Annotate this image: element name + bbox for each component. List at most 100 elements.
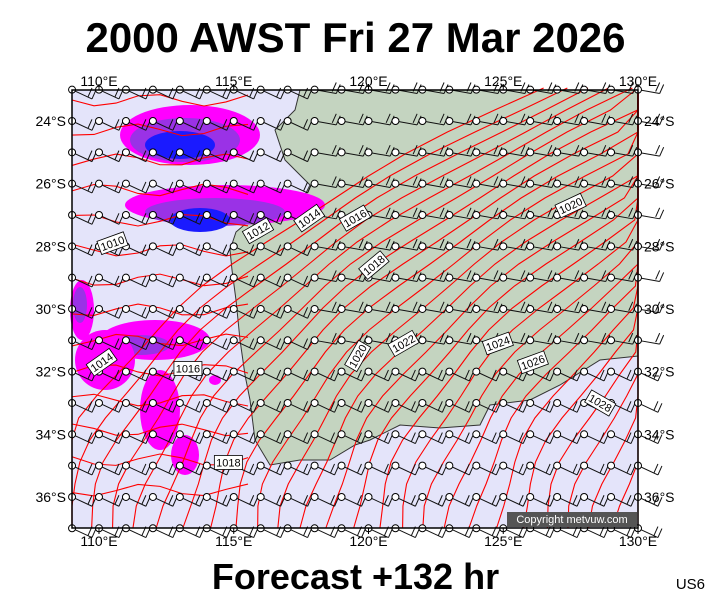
wind-station <box>148 148 178 163</box>
wind-barb <box>172 528 178 538</box>
station-circle <box>95 430 103 439</box>
wind-barb <box>601 144 607 155</box>
wind-barb <box>249 275 255 286</box>
wind-station <box>337 176 368 188</box>
station-circle <box>337 492 346 501</box>
station-circle <box>607 430 616 439</box>
wind-barb <box>172 497 178 507</box>
wind-barb <box>253 465 259 476</box>
station-circle <box>418 398 427 407</box>
wind-barb <box>361 497 366 507</box>
wind-barb <box>303 432 309 442</box>
wind-station <box>202 461 232 476</box>
wind-station <box>553 430 582 445</box>
station-circle <box>337 117 346 125</box>
wind-barb <box>383 369 389 380</box>
wind-barb <box>91 528 97 538</box>
wind-barb <box>307 465 313 476</box>
wind-barb <box>303 181 309 192</box>
wind-barb <box>628 207 634 218</box>
wind-barb <box>276 432 282 442</box>
wind-barb <box>439 270 445 280</box>
wind-station <box>472 270 503 282</box>
wind-station <box>95 304 124 319</box>
station-circle <box>607 210 616 219</box>
wind-barb <box>195 463 201 474</box>
wind-barb <box>280 371 286 382</box>
wind-barb <box>280 528 286 538</box>
station-circle <box>175 273 184 282</box>
wind-station <box>472 461 501 476</box>
wind-barb <box>199 309 205 319</box>
wind-barb <box>141 495 147 505</box>
station-circle <box>364 430 373 439</box>
station-circle <box>175 148 184 157</box>
station-circle <box>95 148 103 157</box>
wind-station <box>175 398 205 413</box>
wind-barb <box>574 113 580 124</box>
wind-barb <box>307 277 313 288</box>
wind-barb <box>118 434 124 444</box>
station-circle <box>391 117 400 125</box>
station-circle <box>229 336 238 345</box>
station-circle <box>175 117 184 125</box>
wind-barb <box>572 463 578 474</box>
wind-barb <box>334 434 339 444</box>
wind-barb <box>520 332 526 343</box>
wind-station <box>580 367 609 382</box>
wind-station <box>607 367 636 382</box>
wind-barb <box>249 213 255 223</box>
wind-barb <box>387 371 393 382</box>
station-circle <box>499 273 508 282</box>
station-circle <box>553 179 562 188</box>
wind-barb <box>576 434 582 444</box>
wind-station <box>148 430 178 445</box>
station-circle <box>499 492 508 501</box>
wind-barb <box>466 238 472 249</box>
wind-barb <box>307 434 313 444</box>
station-circle <box>310 398 319 407</box>
lat-label: 36°S <box>644 489 675 505</box>
station-circle <box>364 336 373 345</box>
station-circle <box>607 492 616 501</box>
wind-barb <box>199 528 205 538</box>
wind-station <box>391 492 420 507</box>
station-circle <box>445 179 454 188</box>
station-circle <box>310 273 319 282</box>
wind-barb <box>168 275 174 286</box>
wind-barb <box>626 369 632 380</box>
isobar-label-box <box>241 217 275 245</box>
wind-barb <box>493 207 499 218</box>
station-circle <box>202 210 211 219</box>
wind-barb <box>412 207 418 218</box>
map-frame <box>71 89 639 529</box>
lat-label: 34°S <box>644 426 675 442</box>
wind-station <box>634 332 665 345</box>
wind-barb <box>280 246 286 256</box>
station-circle <box>337 367 346 376</box>
station-circle <box>202 273 211 282</box>
station-circle <box>580 273 589 282</box>
station-circle <box>526 179 535 188</box>
wind-barb <box>222 307 228 317</box>
wind-barb <box>357 495 362 505</box>
wind-barb <box>307 183 313 194</box>
station-circle <box>526 398 535 407</box>
isobar-line <box>71 123 249 137</box>
station-circle <box>95 117 103 125</box>
station-circle <box>418 148 427 157</box>
wind-barb <box>466 144 472 155</box>
wind-station <box>175 273 205 288</box>
wind-barb <box>91 465 97 476</box>
wind-barb <box>628 301 634 312</box>
wind-barb <box>91 89 97 100</box>
wind-barb <box>357 401 362 411</box>
station-circle <box>472 273 481 282</box>
wind-station <box>526 492 555 507</box>
station-circle <box>391 273 400 282</box>
isobar-line <box>182 87 639 529</box>
station-circle <box>445 210 454 219</box>
wind-station <box>337 113 368 126</box>
wind-barb <box>249 495 255 505</box>
wind-station <box>202 117 232 131</box>
